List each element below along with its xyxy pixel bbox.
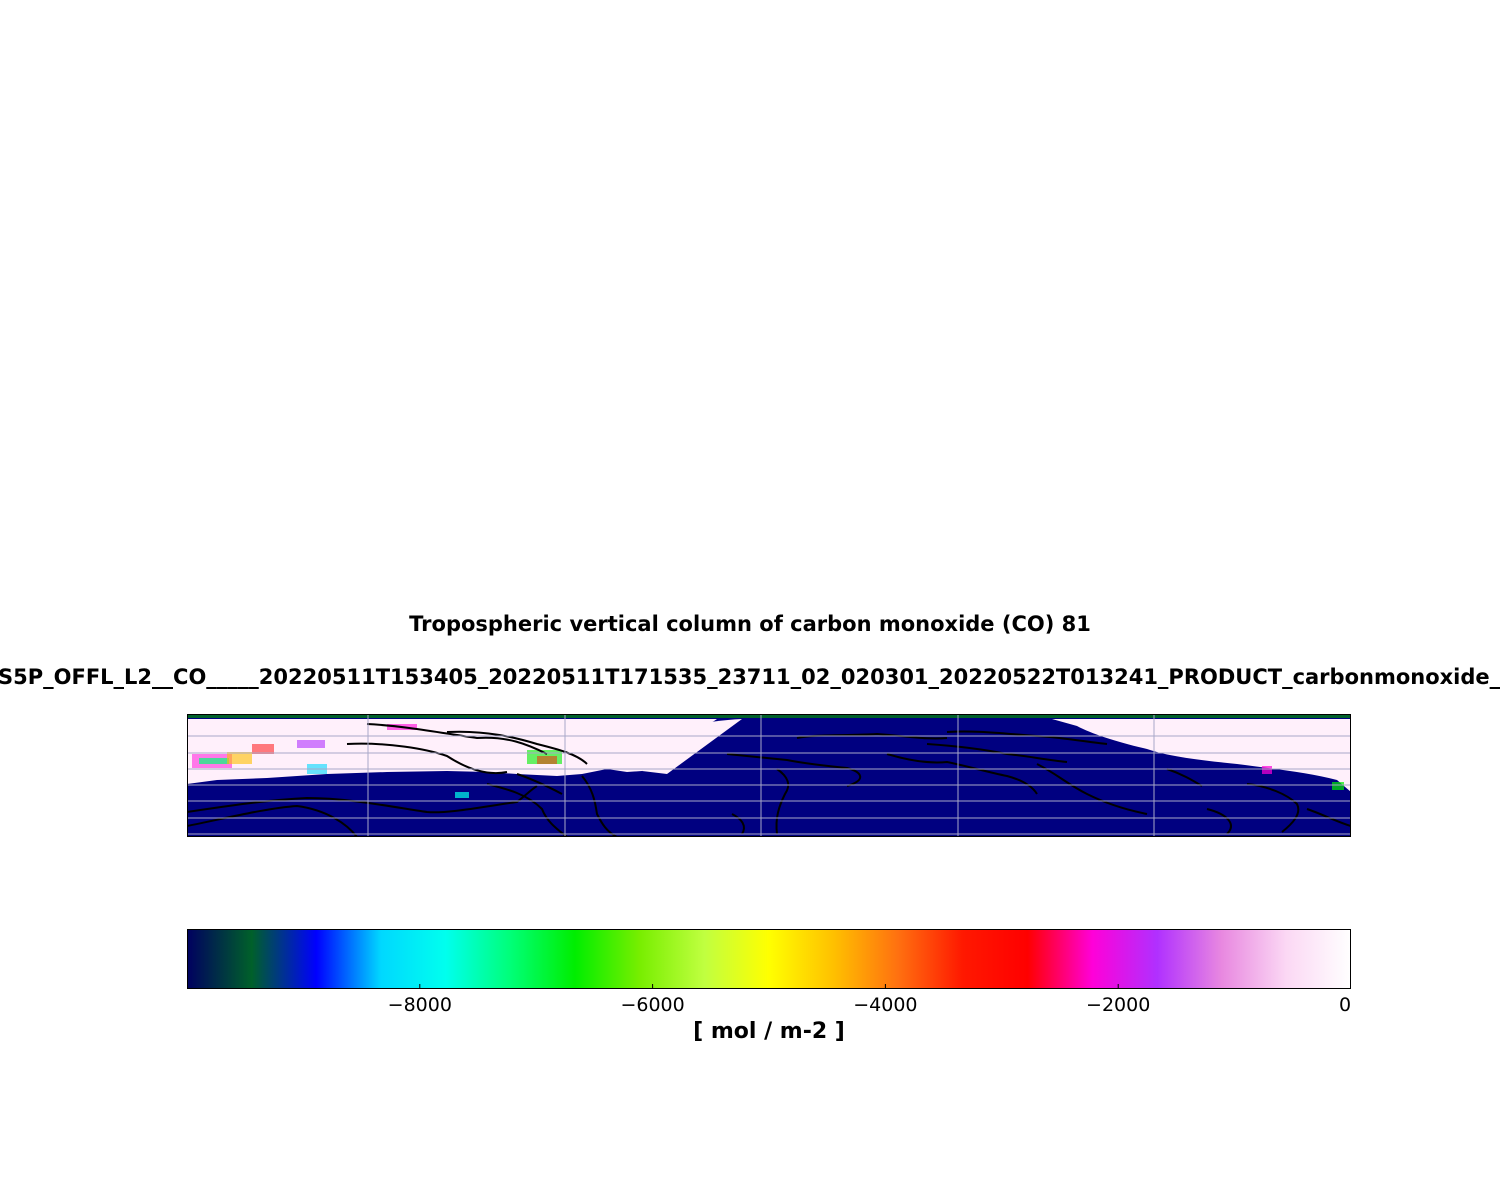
colorbar-frame bbox=[187, 929, 1351, 989]
colorbar-tick-label: −6000 bbox=[620, 994, 685, 1016]
colorbar-tick-label: −2000 bbox=[1086, 994, 1151, 1016]
co-column-map bbox=[187, 714, 1351, 837]
colorbar-tick-label: −4000 bbox=[853, 994, 918, 1016]
colorbar-gradient bbox=[187, 929, 1351, 989]
colorbar-ticks bbox=[419, 984, 1351, 989]
colorbar-label: [ mol / m-2 ] bbox=[693, 1019, 845, 1044]
coastlines bbox=[187, 723, 1351, 837]
colorbar-tick-label: 0 bbox=[1338, 994, 1352, 1016]
no-data-region-north bbox=[642, 719, 742, 774]
colorbar bbox=[187, 929, 1351, 989]
no-data-region-east bbox=[1052, 719, 1351, 792]
plot-title: Tropospheric vertical column of carbon m… bbox=[409, 612, 1091, 636]
plot-subtitle: S5P_OFFL_L2__CO_____20220511T153405_2022… bbox=[0, 665, 1500, 689]
graticule bbox=[187, 714, 1351, 837]
map-frame bbox=[187, 714, 1351, 837]
colorbar-tick-label: −8000 bbox=[387, 994, 452, 1016]
